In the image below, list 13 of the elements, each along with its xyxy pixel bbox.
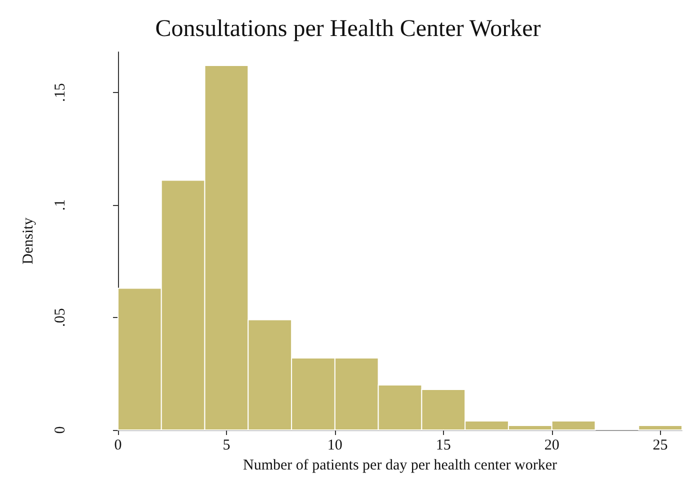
x-tick-label: 15 (436, 438, 451, 454)
x-axis-title: Number of patients per day per health center worker (242, 457, 558, 474)
x-tick-label: 20 (544, 438, 560, 454)
y-tick-label: .1 (52, 199, 68, 211)
y-tick-label: 0 (52, 426, 68, 434)
x-tick-label: 0 (114, 438, 122, 454)
x-tick-label: 25 (652, 438, 668, 454)
x-tick-label: 5 (222, 438, 230, 454)
y-tick-label: .05 (52, 308, 68, 327)
y-tick-label: .15 (52, 83, 68, 102)
x-tick-label: 10 (327, 438, 342, 454)
chart-title: Consultations per Health Center Worker (155, 16, 541, 42)
y-axis-title: Density (20, 217, 36, 264)
